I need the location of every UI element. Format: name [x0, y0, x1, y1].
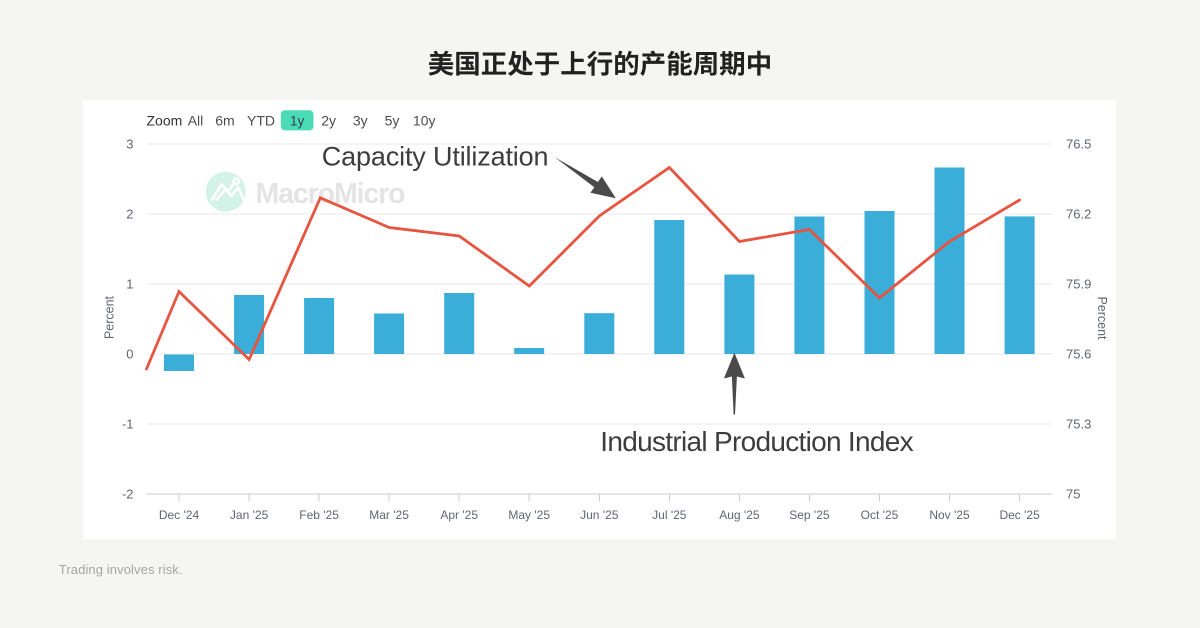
svg-text:Feb '25: Feb '25 [299, 508, 339, 522]
svg-text:Dec '24: Dec '24 [159, 508, 200, 522]
svg-text:1: 1 [126, 277, 133, 292]
svg-text:Zoom: Zoom [147, 113, 183, 129]
svg-text:2y: 2y [321, 113, 336, 129]
svg-text:Jul '25: Jul '25 [652, 508, 687, 522]
svg-text:Jun '25: Jun '25 [580, 508, 619, 522]
svg-text:6m: 6m [215, 113, 234, 129]
svg-text:-1: -1 [122, 417, 134, 432]
svg-text:1y: 1y [290, 114, 305, 129]
svg-text:0: 0 [126, 347, 133, 362]
svg-text:-2: -2 [122, 487, 134, 502]
svg-text:10y: 10y [413, 113, 436, 129]
svg-text:Trading involves risk.: Trading involves risk. [59, 562, 183, 577]
svg-text:Jan '25: Jan '25 [230, 508, 269, 522]
svg-text:MacroMicro: MacroMicro [256, 178, 406, 210]
svg-text:Sep '25: Sep '25 [789, 508, 830, 522]
svg-text:75.3: 75.3 [1066, 417, 1091, 432]
svg-text:75.9: 75.9 [1066, 277, 1091, 292]
svg-text:76.5: 76.5 [1066, 137, 1091, 152]
svg-text:Dec '25: Dec '25 [999, 508, 1040, 522]
svg-text:3y: 3y [353, 113, 368, 129]
svg-text:Industrial Production Index: Industrial Production Index [600, 426, 913, 457]
svg-text:Aug '25: Aug '25 [719, 508, 760, 522]
svg-text:All: All [188, 113, 204, 129]
svg-text:Percent: Percent [103, 295, 117, 339]
svg-text:Oct '25: Oct '25 [861, 508, 899, 522]
svg-text:75.6: 75.6 [1066, 347, 1091, 362]
svg-text:Capacity Utilization: Capacity Utilization [322, 142, 549, 172]
svg-text:Mar '25: Mar '25 [369, 508, 409, 522]
svg-text:5y: 5y [385, 113, 400, 129]
svg-text:Apr '25: Apr '25 [440, 508, 478, 522]
svg-text:Percent: Percent [1095, 296, 1109, 340]
svg-text:75: 75 [1066, 487, 1080, 502]
svg-text:Nov '25: Nov '25 [929, 508, 970, 522]
svg-text:May '25: May '25 [508, 508, 550, 522]
svg-text:76.2: 76.2 [1066, 207, 1091, 222]
svg-text:YTD: YTD [247, 113, 275, 129]
svg-text:2: 2 [126, 207, 133, 222]
svg-text:3: 3 [126, 137, 133, 152]
